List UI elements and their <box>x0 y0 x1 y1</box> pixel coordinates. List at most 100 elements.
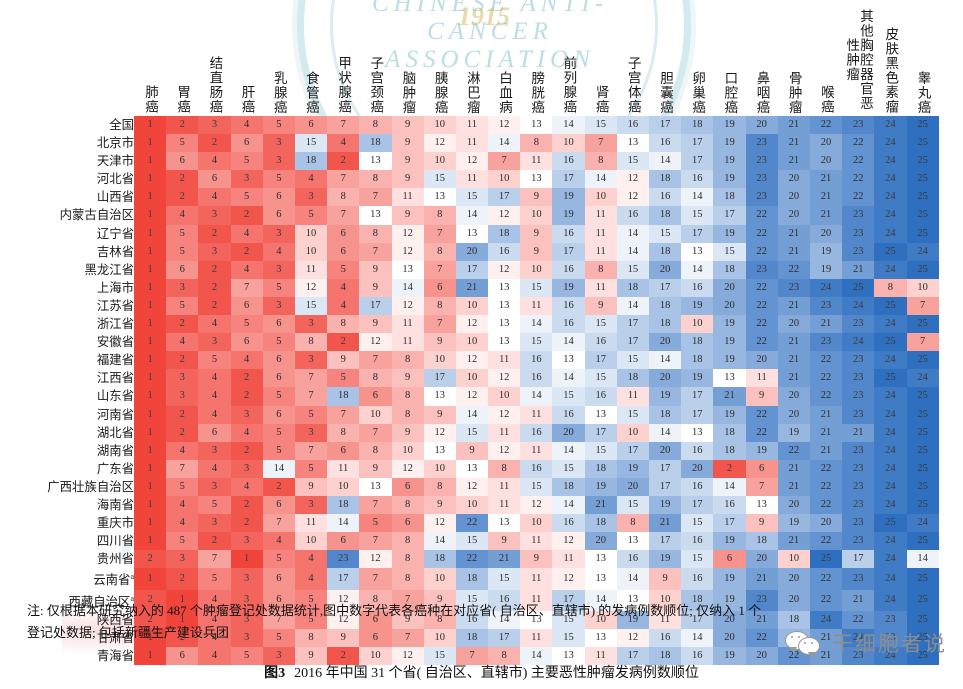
heatmap-cell-value: 24 <box>885 480 896 492</box>
heatmap-cell: 6 <box>713 550 746 569</box>
heatmap-cell: 24 <box>906 242 939 261</box>
heatmap-cell-value: 19 <box>724 173 735 185</box>
heatmap-cell: 4 <box>166 514 199 533</box>
column-header-18: 卵巢癌 <box>681 6 713 116</box>
heatmap-cell: 3 <box>262 152 295 171</box>
heatmap-cell-value: 7 <box>372 572 379 584</box>
heatmap-cell-value: 17 <box>659 462 671 474</box>
heatmap-cell-value: 20 <box>788 191 800 203</box>
heatmap-cell: 6 <box>391 477 424 496</box>
row-header-29: 甘肃省 <box>14 629 134 647</box>
heatmap-cell-value: 18 <box>724 426 735 438</box>
heatmap-cell-value: 8 <box>372 444 379 456</box>
heatmap-cell: 13 <box>488 296 521 316</box>
heatmap-cell: 14 <box>262 459 295 478</box>
table-row: 河南省 1 2 4 3 6 5 7 10 8 9 14 12 11 16 13 15 18 17 19 22 20 21 23… <box>14 405 939 424</box>
heatmap-cell-value: 20 <box>788 594 800 606</box>
heatmap-cell: 11 <box>488 495 521 515</box>
heatmap-cell: 22 <box>745 315 778 334</box>
heatmap-cell: 19 <box>713 351 746 370</box>
heatmap-cell: 3 <box>294 351 328 370</box>
heatmap-cell: 22 <box>745 224 778 243</box>
heatmap-cell: 24 <box>874 206 907 225</box>
heatmap-cell-value: 3 <box>244 613 250 625</box>
heatmap-cell: 19 <box>713 170 746 189</box>
heatmap-cell-value: 14 <box>563 498 574 510</box>
heatmap-cell-value: 19 <box>724 155 735 167</box>
row-header-16: 山东省 <box>14 387 134 405</box>
heatmap-cell: 1 <box>134 459 167 478</box>
heatmap-cell-value: 15 <box>466 426 478 438</box>
heatmap-cell: 1 <box>134 646 167 666</box>
heatmap-cell: 14 <box>455 405 489 424</box>
heatmap-cell: 18 <box>649 646 682 666</box>
heatmap-cell: 4 <box>198 459 231 478</box>
heatmap-cell-value: 11 <box>466 119 478 130</box>
heatmap-cell: 20 <box>713 610 746 629</box>
heatmap-cell: 19 <box>713 568 746 590</box>
heatmap-cell: 3 <box>262 646 295 666</box>
heatmap-cell-value: 3 <box>308 318 314 330</box>
heatmap-cell: 17 <box>713 514 746 533</box>
column-header-25: 睾丸癌 <box>907 6 939 116</box>
heatmap-cell: 6 <box>230 333 263 352</box>
heatmap-cell-value: 14 <box>563 444 574 456</box>
heatmap-cell: 13 <box>520 170 553 189</box>
heatmap-cell-value: 20 <box>820 155 832 167</box>
heatmap-cell: 2 <box>230 495 263 515</box>
heatmap-cell-value: 16 <box>724 498 735 510</box>
heatmap-cell: 11 <box>616 387 649 406</box>
heatmap-cell: 17 <box>616 441 649 460</box>
heatmap-cell: 13 <box>681 242 714 261</box>
heatmap-cell-value: 22 <box>820 354 832 366</box>
heatmap-cell: 10 <box>391 441 424 460</box>
heatmap-cell-value: 7 <box>372 498 379 510</box>
heatmap-cell: 15 <box>552 459 585 478</box>
heatmap-cell: 18 <box>584 459 617 478</box>
heatmap-cell-value: 21 <box>788 119 800 130</box>
heatmap-cell-value: 5 <box>276 281 282 293</box>
heatmap-cell: 11 <box>520 568 553 590</box>
heatmap-cell-value: 4 <box>211 631 218 643</box>
heatmap-cell-value: 15 <box>563 390 574 402</box>
heatmap-cell: 22 <box>777 260 810 279</box>
heatmap-cell-value: 18 <box>595 517 606 529</box>
heatmap-cell: 17 <box>681 405 714 424</box>
heatmap-cell: 2 <box>230 387 263 406</box>
heatmap-cell: 12 <box>391 224 424 243</box>
row-header-label: 安徽省 <box>96 335 134 350</box>
heatmap-cell-value: 1 <box>147 480 153 492</box>
heatmap-cell: 8 <box>294 628 328 647</box>
heatmap-cell-value: 1 <box>147 390 153 402</box>
row-header-9: 黑龙江省 <box>14 261 134 279</box>
heatmap-cell: 6 <box>230 296 263 316</box>
heatmap-cell-value: 24 <box>885 535 896 547</box>
heatmap-cell: 23 <box>842 369 875 388</box>
heatmap-cell: 23 <box>842 405 875 424</box>
heatmap-cell: 15 <box>584 116 617 135</box>
heatmap-cell-value: 19 <box>724 535 735 547</box>
heatmap-cell: 7 <box>359 532 392 551</box>
heatmap-cell-value: 16 <box>563 155 574 167</box>
heatmap-cell: 23 <box>842 646 875 666</box>
heatmap-cell-value: 16 <box>659 137 671 149</box>
heatmap-cell: 11 <box>455 134 489 153</box>
heatmap-cell-value: 25 <box>917 408 928 420</box>
heatmap-cell: 23 <box>842 514 875 533</box>
heatmap-cell-value: 6 <box>340 227 346 239</box>
heatmap-cell-value: 19 <box>756 444 767 456</box>
heatmap-cell-value: 6 <box>404 480 411 492</box>
heatmap-cell-value: 23 <box>852 354 864 366</box>
column-header-13: 膀胱癌 <box>520 6 552 116</box>
heatmap-cell-value: 22 <box>756 336 767 348</box>
heatmap-cell-value: 23 <box>852 318 864 330</box>
heatmap-cell-value: 24 <box>885 263 896 275</box>
heatmap-cell: 16 <box>455 610 489 629</box>
heatmap-cell: 15 <box>552 387 585 406</box>
heatmap-cell-value: 4 <box>179 444 185 456</box>
heatmap-cell-value: 2 <box>179 119 185 130</box>
heatmap-cell-value: 3 <box>244 572 250 584</box>
heatmap-cell-value: 24 <box>885 390 896 402</box>
heatmap-cell: 14 <box>391 278 424 297</box>
heatmap-cell-value: 10 <box>563 137 574 149</box>
